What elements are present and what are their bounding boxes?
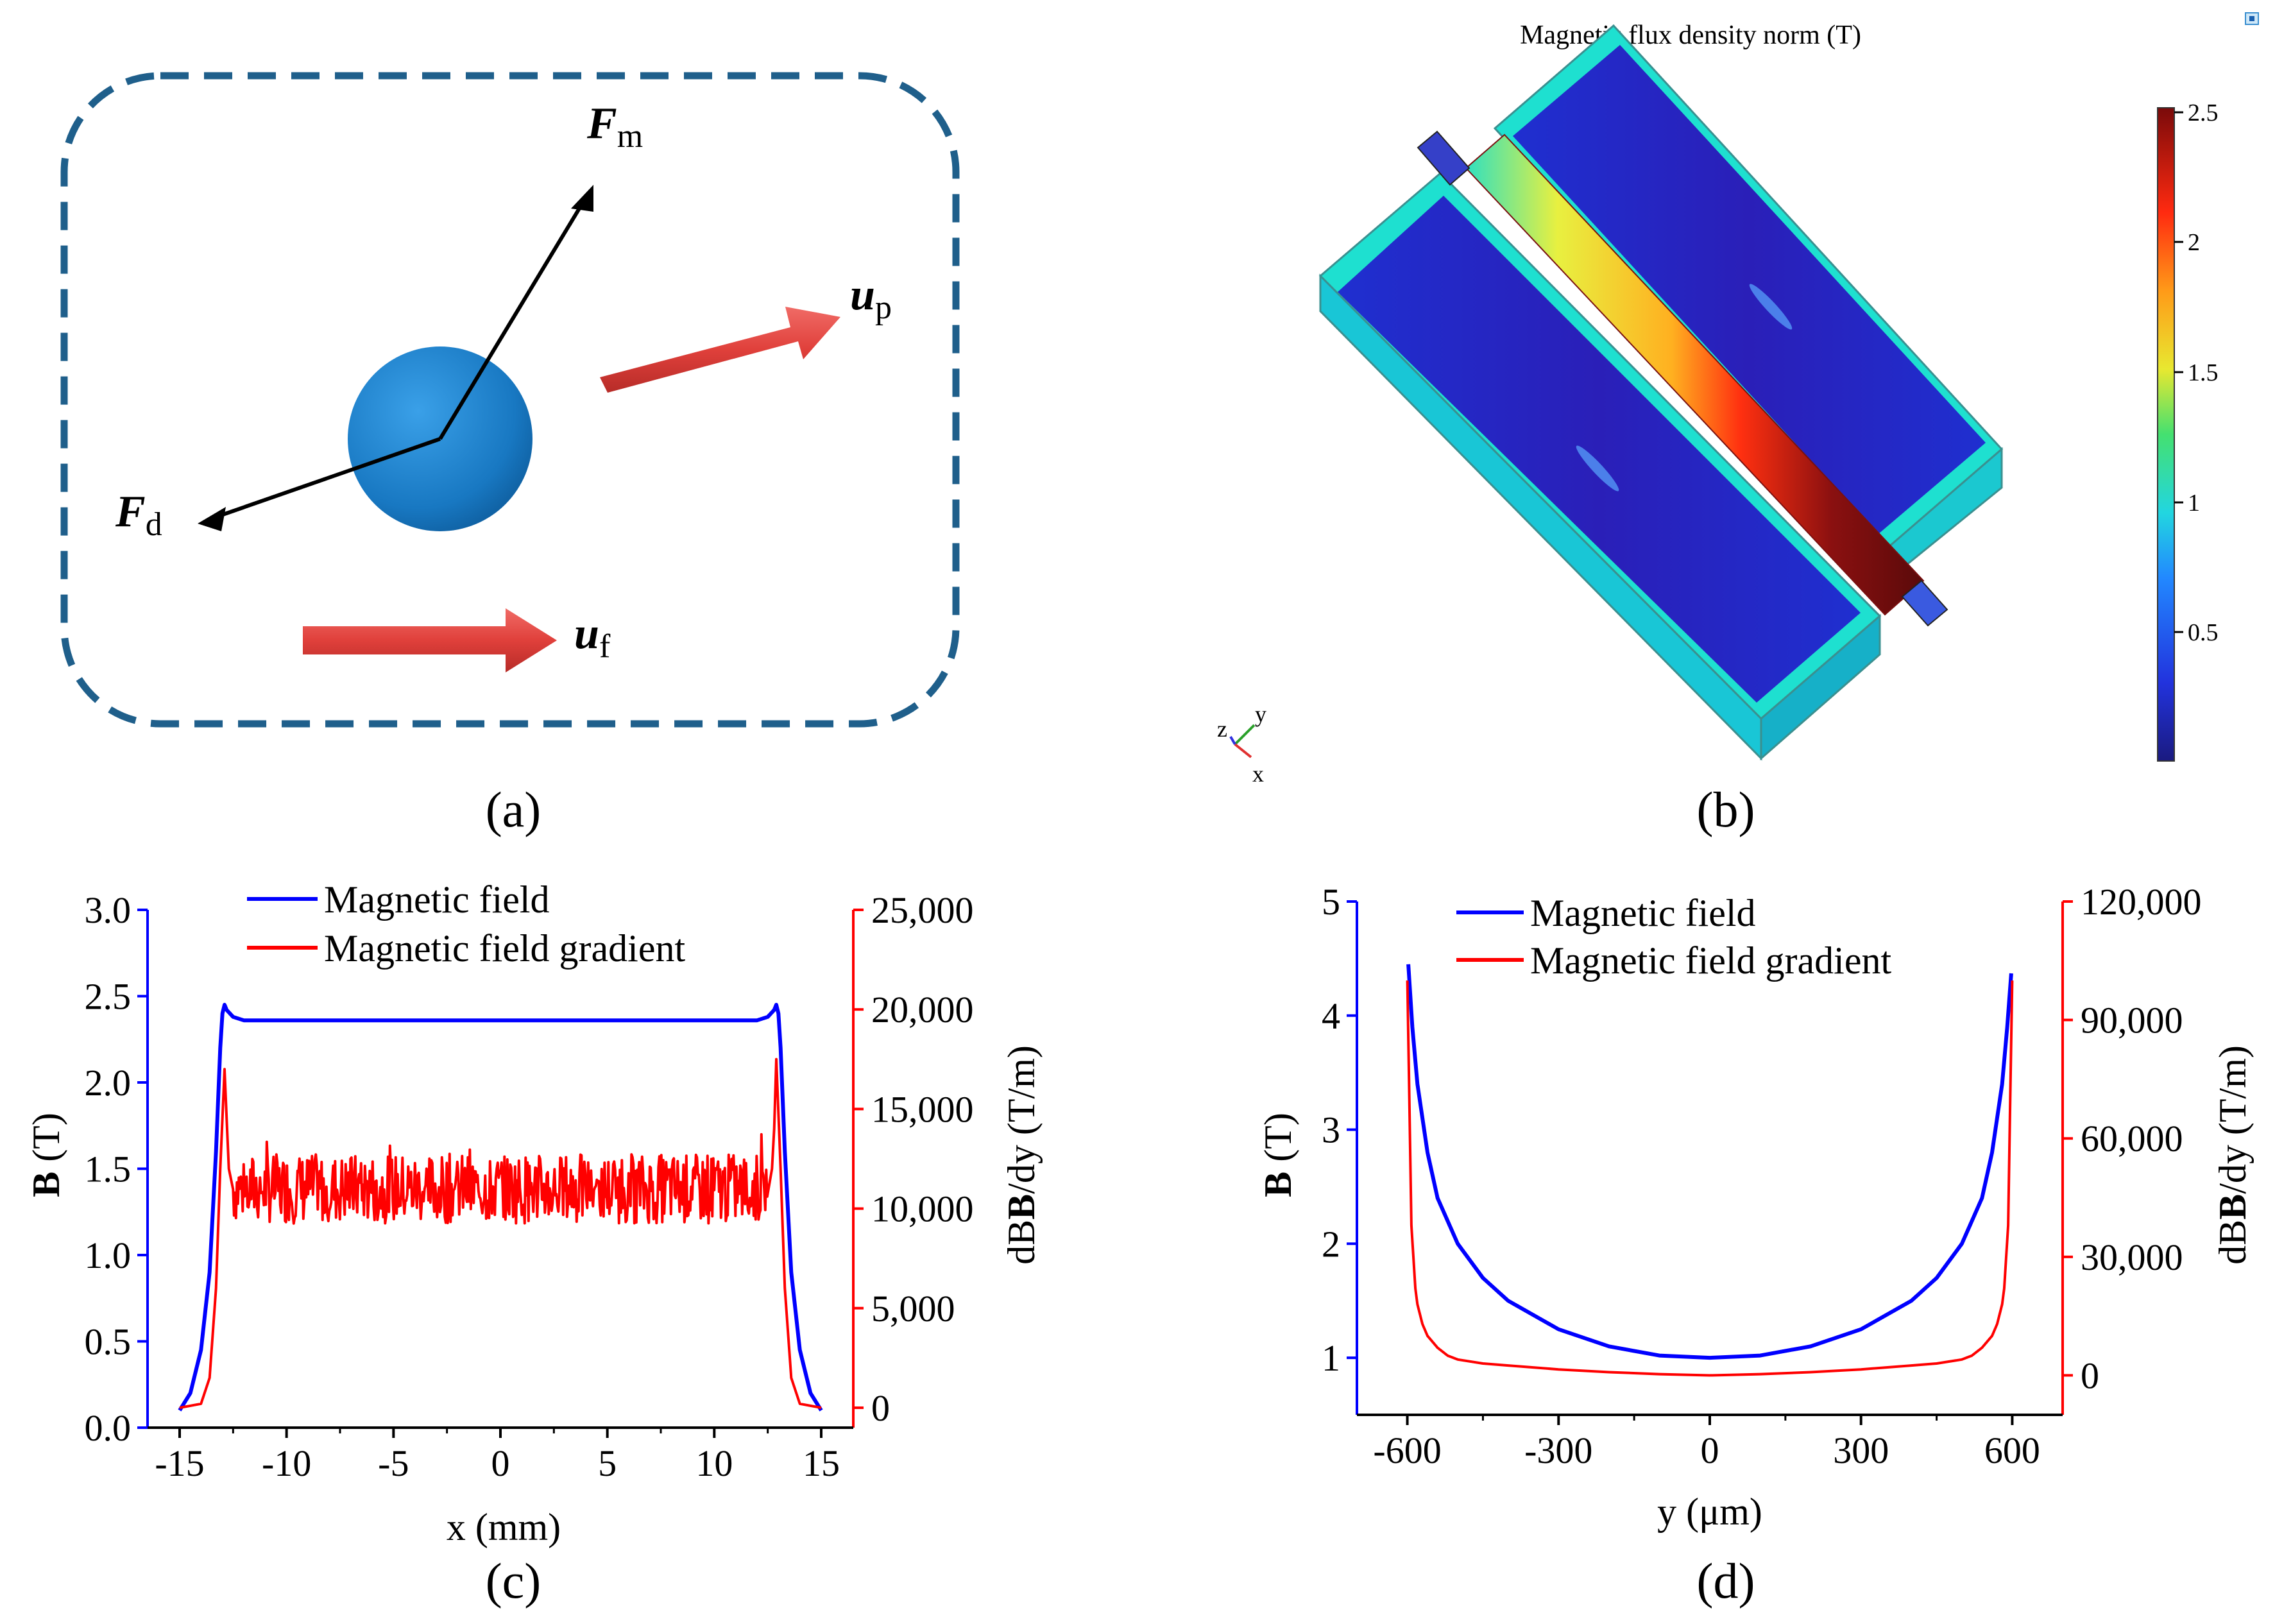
legend-entry-magnetic-field-gradient: Magnetic field gradient	[1530, 939, 1891, 982]
x-tick-label: 10	[695, 1442, 733, 1484]
fm-label: Fm	[586, 99, 643, 155]
colorbar-tick-label: 2	[2188, 229, 2200, 256]
axis-triad: z y x	[1217, 701, 1266, 787]
y-right-tick-label: 0	[2081, 1355, 2099, 1396]
x-tick-label: -15	[155, 1442, 204, 1484]
dashed-boundary	[60, 72, 960, 728]
chart-c-legend: Magnetic field Magnetic field gradient	[247, 878, 685, 970]
y-axis-label-right: dBB/dy (T/m)	[2211, 1045, 2254, 1265]
colorbar-tick-label: 1.5	[2188, 359, 2219, 386]
force-magnetic-arrow	[438, 185, 593, 440]
x-axis-label: x (mm)	[447, 1506, 561, 1548]
y-left-tick-label: 3	[1322, 1109, 1340, 1151]
y-left-tick-label: 2.5	[85, 976, 132, 1018]
y-right-tick-label: 20,000	[871, 989, 974, 1030]
x-tick-label: -600	[1373, 1430, 1441, 1471]
colorbar-tick-label: 0.5	[2188, 619, 2219, 646]
y-axis-label-left: B (T)	[25, 1113, 67, 1197]
y-right-tick-label: 30,000	[2081, 1236, 2183, 1278]
caption-d: (d)	[1697, 1553, 1755, 1609]
x-tick-label: 300	[1833, 1430, 1889, 1471]
series-magnetic-field-gradient	[179, 1057, 822, 1409]
panel-b: Magnetic flux density norm (T)	[1217, 12, 2259, 837]
chart-d-plot-area: -600 -300 0 300 600 1 2 3 4 5 0 30,000 60,000 90,000 1…	[1322, 881, 2202, 1471]
x-tick-label: 5	[598, 1442, 617, 1484]
x-tick-label: 600	[1984, 1430, 2040, 1471]
caption-b: (b)	[1697, 782, 1755, 837]
y-left-tick-label: 0.5	[85, 1321, 132, 1363]
y-left-tick-label: 2	[1322, 1223, 1340, 1265]
caption-a: (a)	[486, 782, 541, 837]
chart-c-plot-area: -15 -10 -5 0 5 10 15 0.0 0.5 1.0 1.5 2.0 2.5 3.0 0 5,00…	[85, 889, 974, 1484]
panel-a: Fm Fd up uf (a)	[60, 72, 960, 837]
x-axis-label: y (μm)	[1657, 1491, 1762, 1533]
up-label: up	[850, 270, 892, 326]
x-tick-label: -5	[378, 1442, 409, 1484]
series-magnetic-field	[1406, 964, 2013, 1360]
axis-x-label: x	[1252, 761, 1264, 787]
panel-c: -15 -10 -5 0 5 10 15 0.0 0.5 1.0 1.5 2.0 2.5 3.0 0 5,00…	[25, 878, 1043, 1609]
uf-label: uf	[574, 609, 611, 665]
force-drag-arrow	[198, 437, 441, 531]
y-left-tick-label: 4	[1322, 995, 1340, 1037]
colorbar-tick-label: 1	[2188, 490, 2200, 517]
legend-entry-magnetic-field-gradient: Magnetic field gradient	[324, 927, 685, 970]
caption-c: (c)	[486, 1553, 541, 1609]
simulation-title: Magnetic flux density norm (T)	[1520, 21, 1861, 50]
y-left-tick-label: 5	[1322, 881, 1340, 923]
legend-entry-magnetic-field: Magnetic field	[1530, 892, 1756, 934]
colorbar: 2.5 2 1.5 1 0.5	[2157, 99, 2219, 762]
x-tick-label: -10	[262, 1442, 311, 1484]
y-left-tick-label: 3.0	[85, 889, 132, 931]
y-left-tick-label: 1	[1322, 1337, 1340, 1379]
y-axis-label-left: B (T)	[1257, 1113, 1299, 1197]
y-left-tick-label: 1.5	[85, 1149, 132, 1190]
y-right-tick-label: 120,000	[2081, 881, 2202, 923]
axis-y-label: y	[1255, 701, 1266, 727]
x-tick-label: 0	[1701, 1430, 1719, 1471]
y-axis-label-right: dBB/dy (T/m)	[1000, 1045, 1043, 1265]
fluid-velocity-arrow	[303, 608, 557, 672]
x-tick-label: -300	[1524, 1430, 1592, 1471]
fd-label: Fd	[115, 487, 162, 543]
y-left-tick-label: 0.0	[85, 1407, 132, 1449]
series-magnetic-field-gradient	[1406, 980, 2014, 1377]
y-left-tick-label: 1.0	[85, 1235, 132, 1276]
y-right-tick-label: 60,000	[2081, 1118, 2183, 1159]
y-right-tick-label: 15,000	[871, 1088, 974, 1130]
panel-d: -600 -300 0 300 600 1 2 3 4 5 0 30,000 60,000 90,000 1…	[1257, 881, 2254, 1609]
legend-entry-magnetic-field: Magnetic field	[324, 878, 550, 921]
axis-z-label: z	[1217, 716, 1227, 742]
y-right-tick-label: 25,000	[871, 889, 974, 931]
y-right-tick-label: 0	[871, 1387, 890, 1429]
chart-d-legend: Magnetic field Magnetic field gradient	[1456, 892, 1891, 982]
particle-velocity-arrow	[600, 307, 840, 393]
colorbar-tick-label: 2.5	[2188, 99, 2219, 126]
x-tick-label: 15	[803, 1442, 840, 1484]
series-magnetic-field	[178, 1002, 823, 1412]
flux-density-rendering	[1318, 24, 2004, 761]
y-right-tick-label: 5,000	[871, 1288, 955, 1329]
y-right-tick-label: 10,000	[871, 1188, 974, 1230]
y-right-tick-label: 90,000	[2081, 1000, 2183, 1041]
x-tick-label: 0	[491, 1442, 510, 1484]
y-left-tick-label: 2.0	[85, 1062, 132, 1104]
